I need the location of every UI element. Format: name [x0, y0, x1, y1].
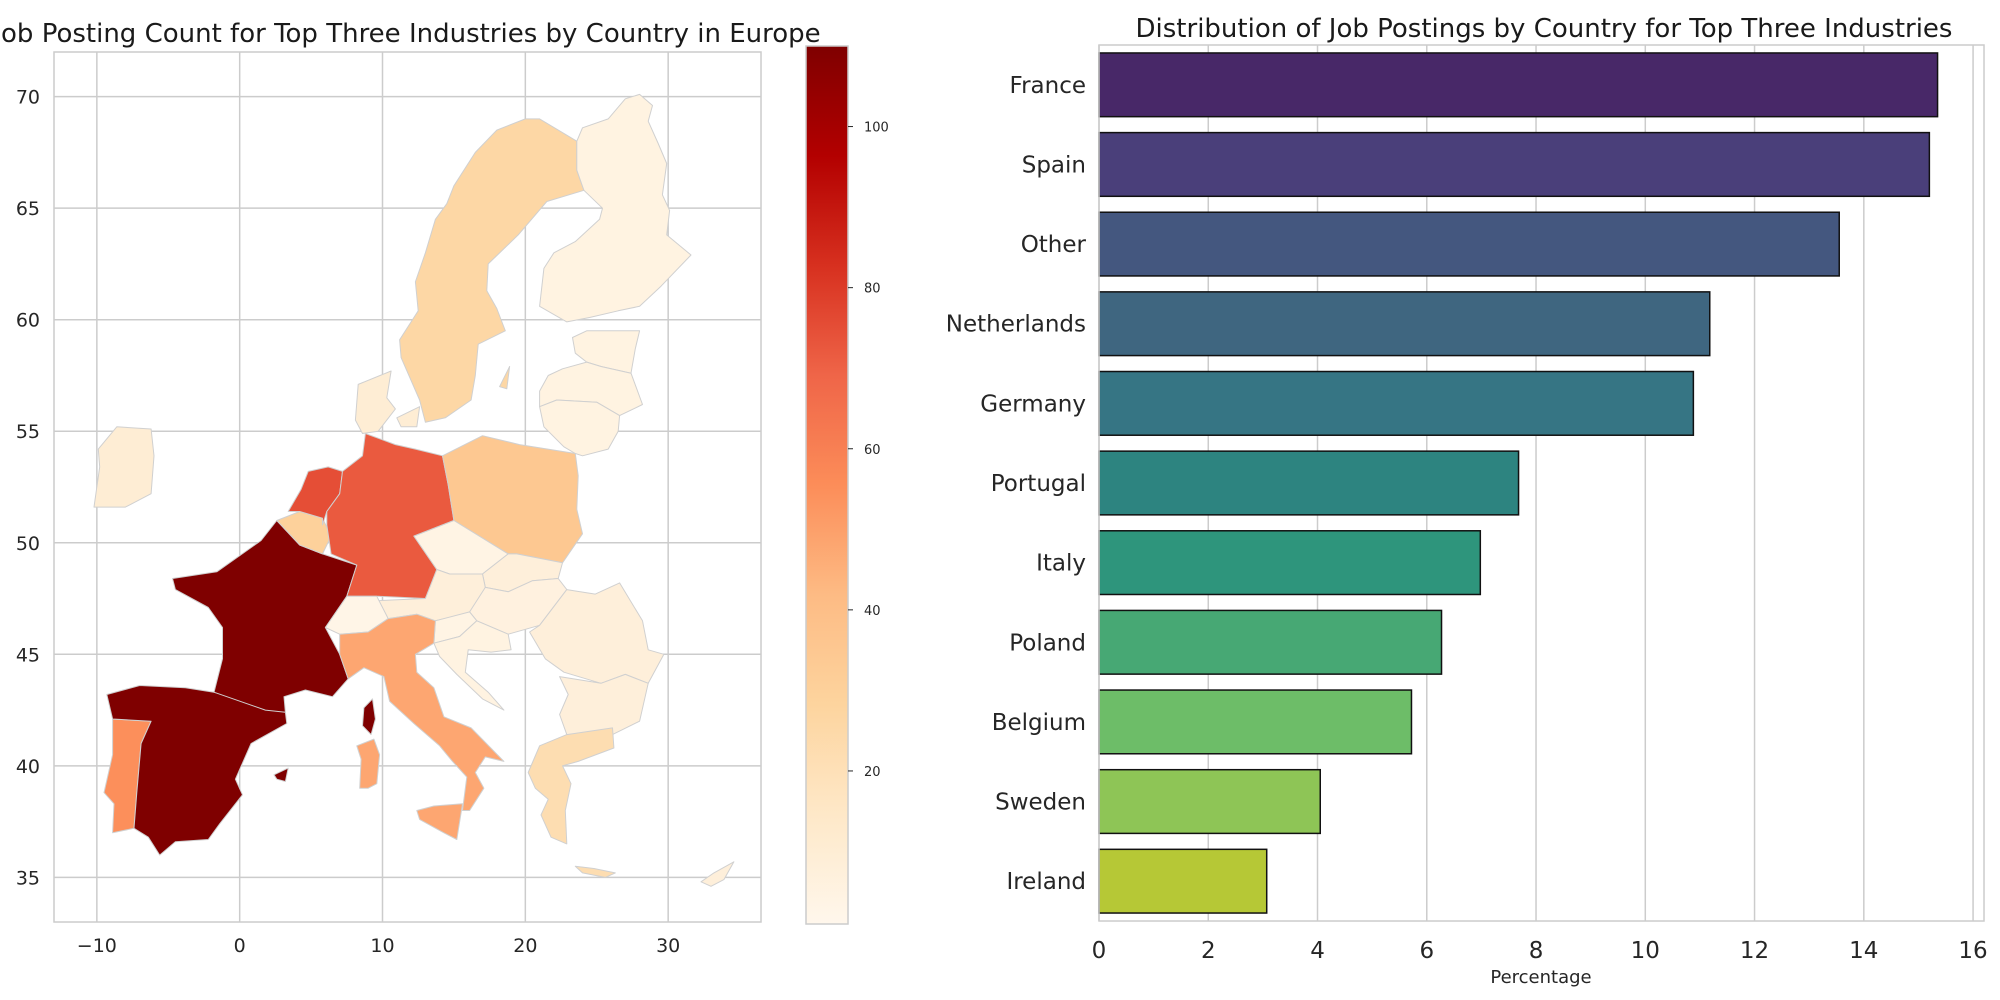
bar-category-label-germany: Germany	[980, 391, 1086, 417]
bar-x-tick-label: 14	[1849, 938, 1878, 964]
colorbar-tick-label: 60	[864, 443, 881, 458]
map-region-denmark	[354, 370, 396, 434]
map-region-france	[172, 520, 358, 713]
colorbar-frame	[805, 45, 849, 925]
map-region-ireland	[93, 426, 155, 508]
bar-category-label-poland: Poland	[1009, 630, 1086, 656]
colorbar-tick-label: 100	[864, 121, 889, 136]
map-region-mallorca	[273, 767, 289, 782]
bar-category-label-sweden: Sweden	[995, 790, 1086, 816]
bar-x-tick-label: 0	[1092, 938, 1107, 964]
colorbar-tick-label: 80	[864, 282, 881, 297]
bar-other	[1098, 211, 1840, 277]
bar-x-tick-label: 4	[1310, 938, 1325, 964]
bar-x-tick-label: 16	[1958, 938, 1987, 964]
map-region-italy	[339, 613, 505, 811]
bar-x-tick-label: 12	[1740, 938, 1769, 964]
bar-panel: Distribution of Job Postings by Country …	[946, 14, 1988, 988]
map-region-lithuania	[539, 399, 621, 457]
bar-x-tick-labels: 0 2 4 6 8 10 12 14 16	[1092, 938, 1988, 964]
colorbar-tick-label: 20	[864, 765, 881, 780]
bar-title: Distribution of Job Postings by Country …	[1136, 14, 1953, 44]
bar-category-labels: France Spain Other Netherlands Germany Portug…	[946, 73, 1087, 895]
map-y-tick-label: 35	[16, 867, 40, 889]
bar-category-label-belgium: Belgium	[992, 710, 1086, 736]
bar-axes-frame	[1098, 44, 1985, 922]
bar-spain	[1098, 131, 1931, 198]
map-region-finland	[539, 93, 692, 323]
colorbar-tick-label: 40	[864, 604, 881, 619]
map-title: Job Posting Count for Top Three Industri…	[0, 19, 821, 49]
map-region-cyprus	[700, 861, 735, 887]
bar-category-label-other: Other	[1021, 232, 1087, 258]
map-y-tick-label: 50	[16, 533, 40, 555]
bar-italy	[1098, 530, 1482, 596]
map-region-bulgaria	[559, 673, 649, 736]
bar-germany	[1098, 370, 1695, 436]
map-axes-frame	[53, 51, 762, 923]
bar-x-tick-label: 8	[1529, 938, 1544, 964]
map-x-tick-label: 20	[513, 935, 537, 957]
map-region-greece	[527, 727, 615, 845]
map-region-romania	[529, 582, 665, 684]
bar-category-label-italy: Italy	[1036, 551, 1086, 577]
bar-category-label-france: France	[1010, 73, 1086, 99]
bar-netherlands	[1098, 291, 1711, 357]
colorbar-ticks: 20 40 60 80 100	[848, 121, 889, 780]
map-x-tick-labels: −10 0 10 20 30	[77, 935, 680, 957]
map-region-croatia	[433, 620, 512, 711]
map-y-tick-label: 40	[16, 756, 40, 778]
bar-x-tick-label: 10	[1631, 938, 1660, 964]
map-x-tick-label: 30	[656, 935, 680, 957]
bar-x-tick-label: 6	[1419, 938, 1434, 964]
map-y-tick-labels: 35 40 45 50 55 60 65 70	[16, 87, 40, 890]
map-x-tick-label: 10	[370, 935, 394, 957]
map-region-corsica	[362, 698, 376, 736]
bar-x-tick-label: 2	[1201, 938, 1216, 964]
map-panel: Job Posting Count for Top Three Industri…	[0, 19, 821, 957]
map-region-sicily	[416, 803, 463, 840]
colorbar: 20 40 60 80 100	[805, 45, 889, 925]
map-region-sardinia	[356, 738, 381, 789]
bar-category-label-netherlands: Netherlands	[946, 312, 1086, 338]
bar-ireland	[1098, 848, 1268, 914]
map-gridlines	[54, 52, 761, 922]
map-y-tick-label: 45	[16, 644, 40, 666]
bar-category-label-ireland: Ireland	[1006, 869, 1086, 895]
bar-category-label-spain: Spain	[1022, 152, 1086, 178]
map-y-tick-label: 60	[16, 310, 40, 332]
map-region-crete	[574, 865, 616, 878]
map-region-gotland	[499, 366, 511, 390]
map-region-zealand	[396, 406, 421, 428]
map-regions	[93, 93, 735, 887]
colorbar-gradient	[806, 46, 848, 924]
bar-poland	[1098, 609, 1443, 675]
bar-sweden	[1098, 768, 1321, 835]
bar-x-axis-label: Percentage	[1490, 967, 1591, 988]
map-y-tick-label: 55	[16, 421, 40, 443]
map-x-tick-label: −10	[77, 935, 117, 957]
map-x-tick-label: 0	[234, 935, 246, 957]
map-y-tick-label: 65	[16, 198, 40, 220]
bar-portugal	[1098, 450, 1520, 516]
map-y-tick-label: 70	[16, 87, 40, 109]
bars	[1098, 52, 1939, 914]
bar-belgium	[1098, 689, 1413, 755]
bar-france	[1098, 52, 1939, 118]
bar-category-label-portugal: Portugal	[991, 471, 1086, 497]
